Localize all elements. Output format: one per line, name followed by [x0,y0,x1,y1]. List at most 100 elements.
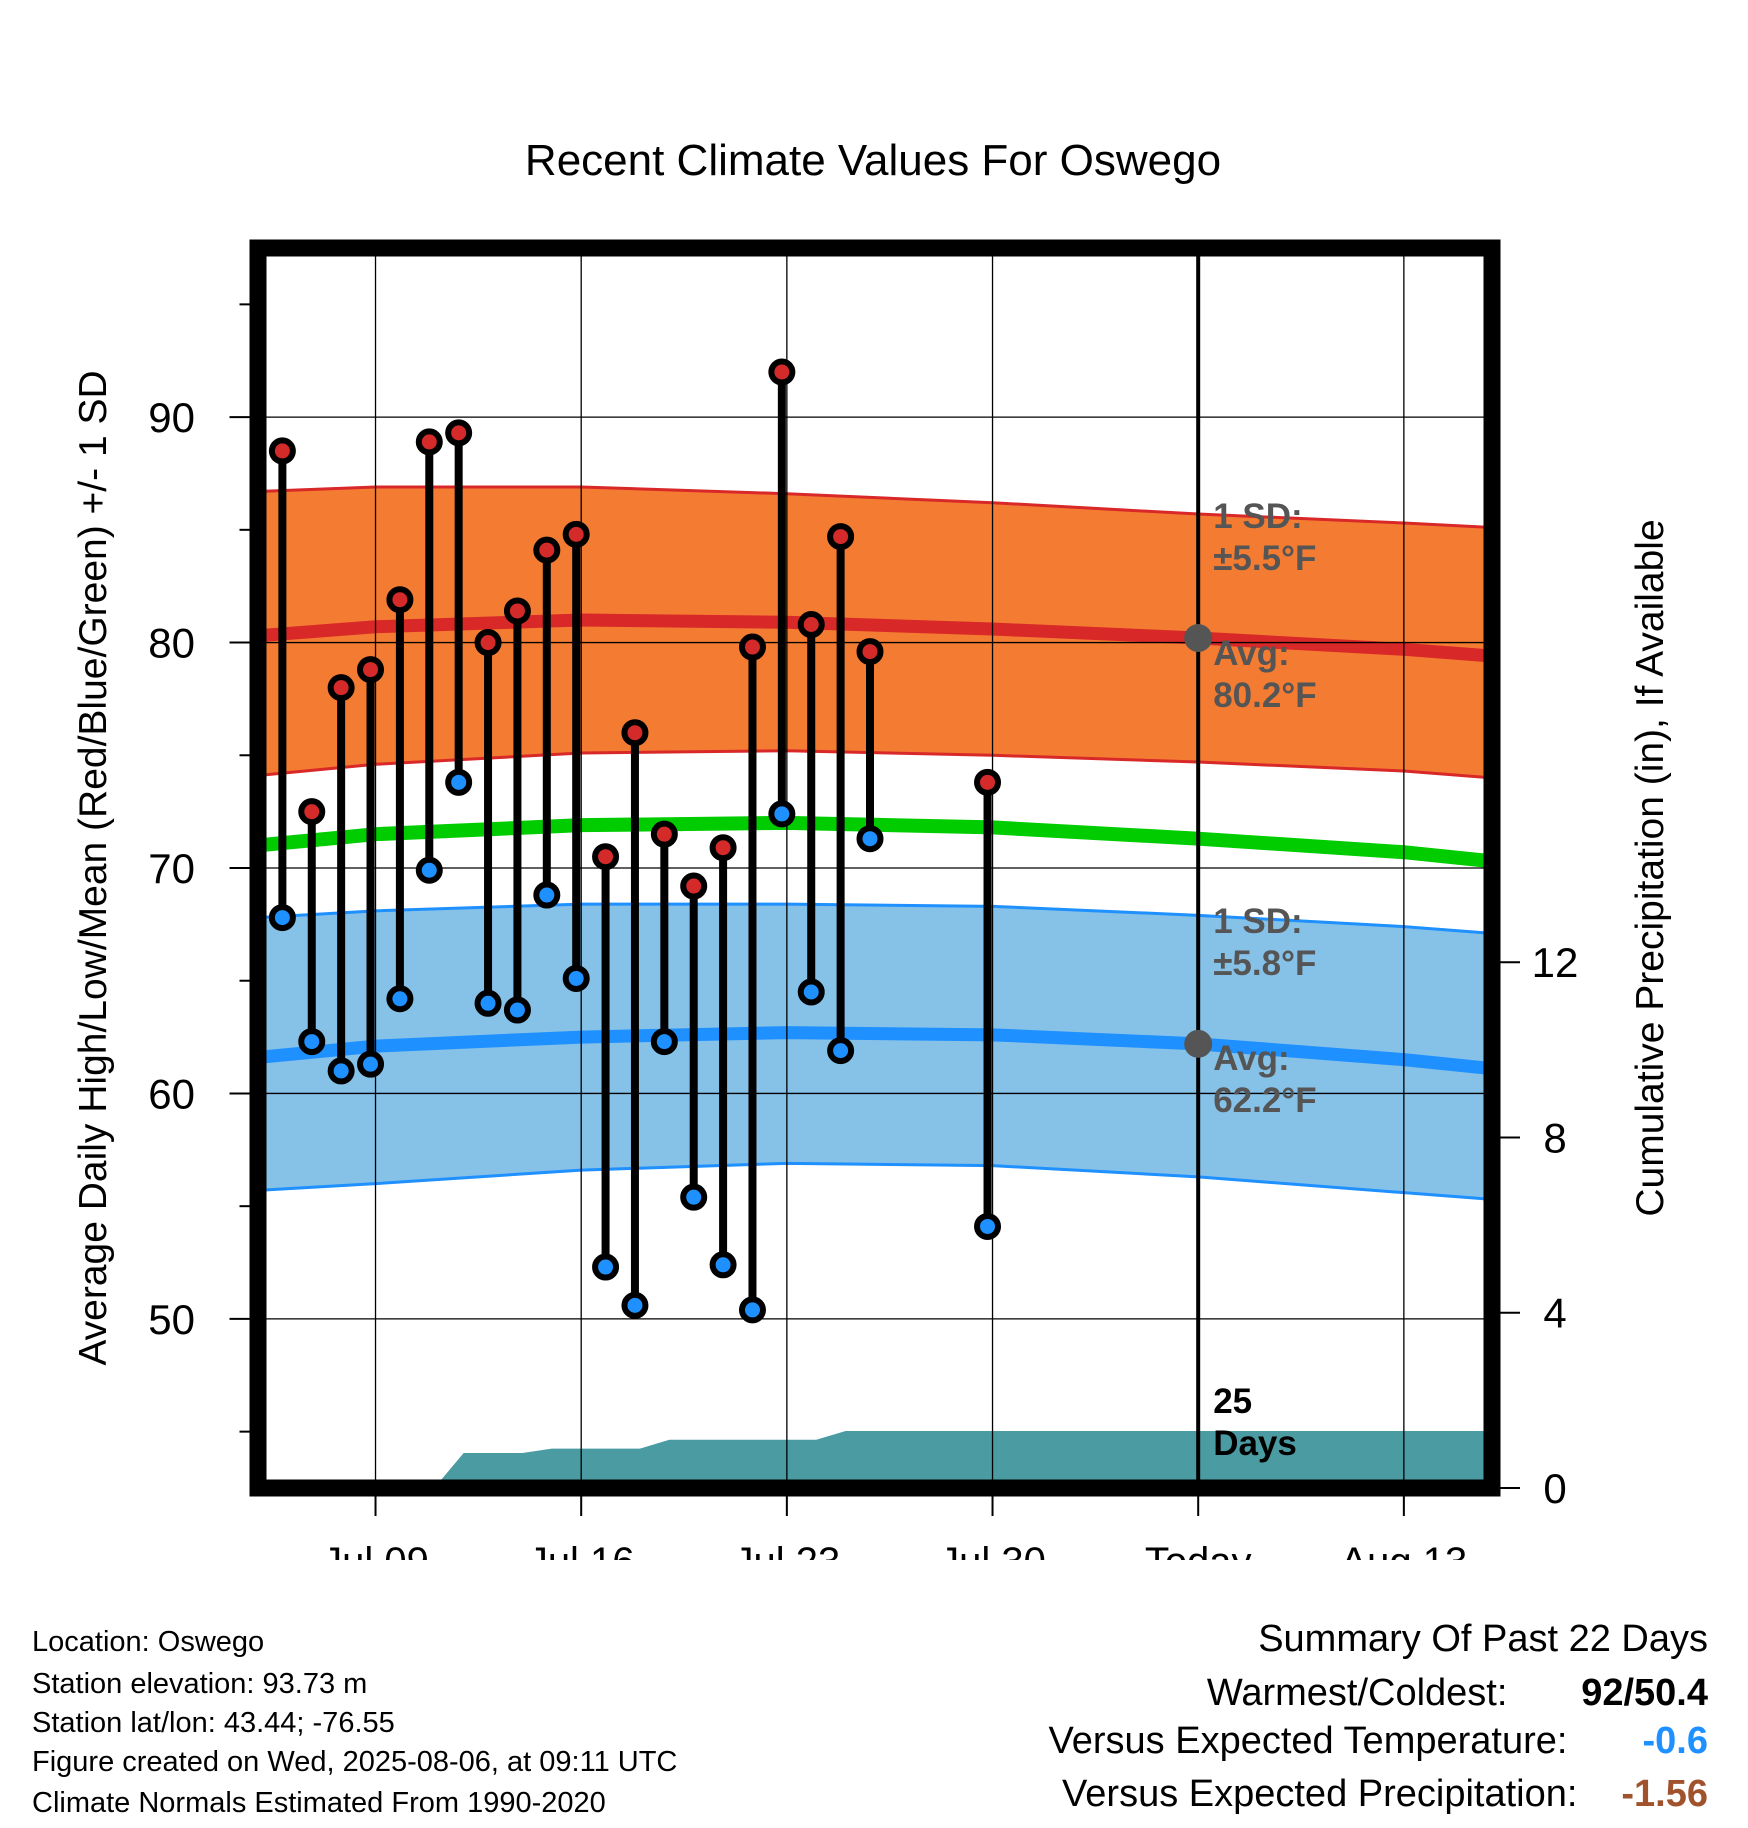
y-tick-label-0: 50 [148,1296,195,1343]
obs-high-point-1 [298,798,326,826]
annotation-high-avg-0: Avg: [1213,634,1289,673]
obs-high-point-2 [327,674,355,702]
y-axis-label-right: Cumulative Precipitation (in), If Availa… [1629,519,1672,1216]
obs-low-point-5 [415,856,443,884]
annotation-low-avg-0: Avg: [1213,1039,1289,1078]
today-low-avg-dot [1184,1029,1213,1058]
x-tick-label-1: Jul 16 [528,1540,635,1560]
obs-high-point-17 [768,358,796,386]
obs-low-point-7 [474,989,502,1017]
y-tick-label-4: 90 [148,394,195,441]
summary-warmest-row: Warmest/Coldest: 92/50.4 [1207,1674,1708,1712]
info-normals: Climate Normals Estimated From 1990-2020 [32,1787,606,1819]
plot-frame [249,239,1501,1497]
obs-low-point-3 [357,1050,385,1078]
info-elevation: Station elevation: 93.73 m [32,1668,368,1700]
annotation-high-sd-1: ±5.5°F [1213,539,1316,578]
obs-high-point-11 [592,843,620,871]
summary-precip-value: -1.56 [1621,1773,1708,1815]
info-created: Figure created on Wed, 2025-08-06, at 09… [32,1746,678,1778]
obs-low-point-6 [445,768,473,796]
yr-tick-label-3: 12 [1532,939,1579,986]
obs-high-point-10 [562,520,590,548]
yr-tick-label-2: 8 [1543,1114,1566,1161]
obs-low-point-13 [650,1028,678,1056]
obs-low-point-21 [974,1212,1002,1240]
summary-temp-row: Versus Expected Temperature: -0.6 [1049,1722,1708,1760]
precip-area [258,1431,1492,1488]
obs-low-point-12 [621,1291,649,1319]
normal-high-upper-edge [258,485,1492,530]
normal-high-avg-line [258,613,1492,663]
obs-low-point-4 [386,985,414,1013]
obs-high-point-21 [974,768,1002,796]
summary-warmest-value: 92/50.4 [1581,1672,1708,1714]
annotation-days-1: Days [1213,1424,1297,1463]
summary-precip-row: Versus Expected Precipitation: -1.56 [1062,1775,1708,1813]
yr-tick-label-1: 4 [1543,1290,1566,1337]
annotation-low-sd-1: ±5.8°F [1213,944,1316,983]
obs-high-point-6 [445,419,473,447]
annotation-high-avg-1: 80.2°F [1213,676,1317,715]
summary-precip-label: Versus Expected Precipitation: [1062,1773,1578,1815]
obs-high-point-16 [738,633,766,661]
summary-temp-label: Versus Expected Temperature: [1048,1720,1568,1762]
obs-high-point-20 [856,638,884,666]
y-tick-label-1: 60 [148,1070,195,1117]
annotation-days-0: 25 [1213,1382,1252,1421]
y-tick-label-3: 80 [148,620,195,667]
obs-high-point-14 [680,872,708,900]
obs-high-point-18 [797,611,825,639]
normal-low-upper-edge [258,902,1492,935]
x-tick-label-5: Aug 13 [1340,1540,1467,1560]
normal-high-lower-edge [258,749,1492,780]
obs-low-point-14 [680,1183,708,1211]
obs-low-point-9 [533,881,561,909]
obs-high-point-7 [474,629,502,657]
obs-high-point-9 [533,536,561,564]
normal-low-avg-line [258,1026,1492,1076]
obs-low-point-10 [562,964,590,992]
obs-low-point-19 [827,1037,855,1065]
x-tick-label-2: Jul 23 [733,1540,840,1560]
obs-high-point-4 [386,586,414,614]
yr-tick-label-0: 0 [1543,1465,1566,1512]
obs-low-point-1 [298,1028,326,1056]
y-axis-label: Average Daily High/Low/Mean (Red/Blue/Gr… [72,370,115,1365]
summary-title: Summary Of Past 22 Days [1258,1618,1708,1660]
obs-high-point-13 [650,820,678,848]
normal-mean-line [258,815,1492,869]
obs-low-point-11 [592,1253,620,1281]
obs-low-point-2 [327,1057,355,1085]
annotation-high-sd-0: 1 SD: [1213,497,1302,536]
chart-title: Recent Climate Values For Oswego [525,136,1221,185]
x-tick-label-4: Today [1145,1540,1252,1560]
obs-high-point-12 [621,719,649,747]
obs-low-point-8 [503,996,531,1024]
today-high-avg-dot [1184,624,1213,653]
annotation-low-sd-0: 1 SD: [1213,902,1302,941]
obs-low-point-18 [797,978,825,1006]
obs-high-point-0 [268,437,296,465]
x-tick-label-3: Jul 30 [939,1540,1046,1560]
annotation-low-avg-1: 62.2°F [1213,1081,1317,1120]
obs-low-point-20 [856,825,884,853]
info-location: Location: Oswego [32,1626,265,1658]
obs-low-point-16 [738,1296,766,1324]
summary-temp-value: -0.6 [1642,1720,1708,1762]
normal-low-lower-edge [258,1161,1492,1201]
obs-high-point-8 [503,597,531,625]
obs-high-point-15 [709,834,737,862]
obs-low-point-17 [768,800,796,828]
info-latlon: Station lat/lon: 43.44; -76.55 [32,1707,395,1739]
obs-high-point-5 [415,428,443,456]
normal-high-band [258,486,1492,778]
obs-low-point-15 [709,1251,737,1279]
y-tick-label-2: 70 [148,845,195,892]
x-tick-label-0: Jul 09 [322,1540,429,1560]
obs-low-point-0 [268,904,296,932]
obs-high-point-3 [357,656,385,684]
summary-warmest-label: Warmest/Coldest: [1206,1672,1508,1714]
obs-high-point-19 [827,523,855,551]
